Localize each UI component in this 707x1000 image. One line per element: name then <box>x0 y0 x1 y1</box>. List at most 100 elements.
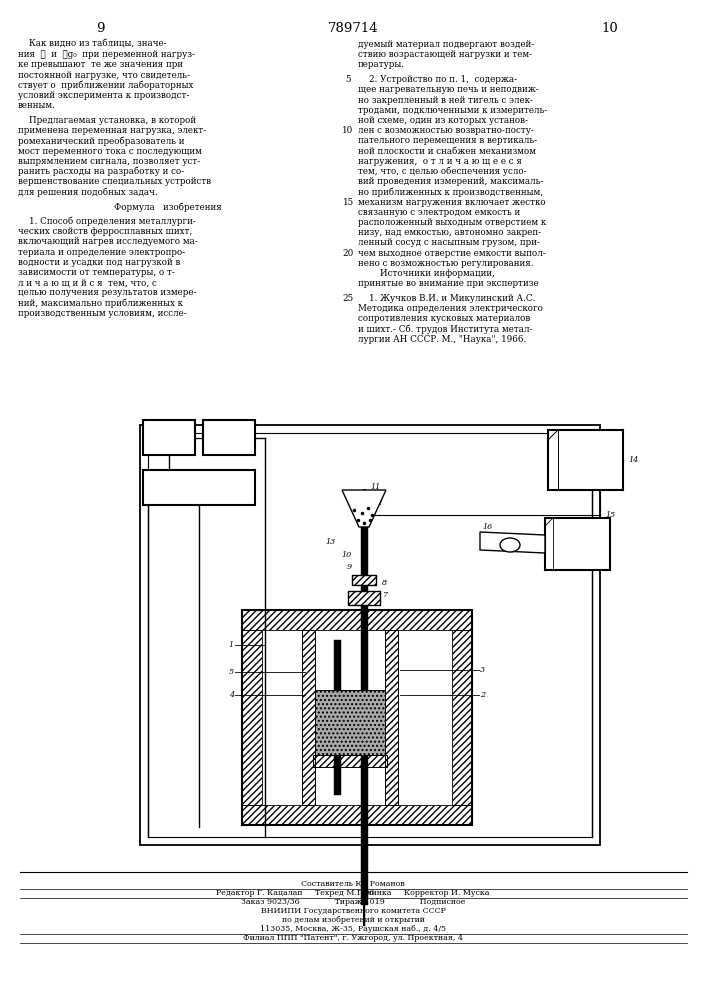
Text: 16: 16 <box>482 523 492 531</box>
Text: тродами, подключенными к измеритель-: тродами, подключенными к измеритель- <box>358 106 547 115</box>
Bar <box>348 591 380 605</box>
Text: постоянной нагрузке, что свидетель-: постоянной нагрузке, что свидетель- <box>18 71 190 80</box>
Text: ранить расходы на разработку и со-: ранить расходы на разработку и со- <box>18 167 185 176</box>
Text: 9: 9 <box>95 22 104 35</box>
Text: териала и определение электропро-: териала и определение электропро- <box>18 248 185 257</box>
Text: Методика определения электрического: Методика определения электрического <box>358 304 543 313</box>
Text: нено с возможностью регулирования.: нено с возможностью регулирования. <box>358 259 534 268</box>
Polygon shape <box>342 490 386 527</box>
Text: целью получения результатов измере-: целью получения результатов измере- <box>18 288 197 297</box>
Text: но приближенных к производственным,: но приближенных к производственным, <box>358 187 543 197</box>
Bar <box>315 690 385 755</box>
Text: 12: 12 <box>372 499 382 507</box>
Bar <box>385 630 398 805</box>
Bar <box>242 630 262 805</box>
Text: по делам изобретений и открытий: по делам изобретений и открытий <box>281 916 424 924</box>
Text: щее нагревательную печь и неподвиж-: щее нагревательную печь и неподвиж- <box>358 85 539 94</box>
Bar <box>148 433 592 837</box>
Text: ленный сосуд с насыпным грузом, при-: ленный сосуд с насыпным грузом, при- <box>358 238 540 247</box>
Bar <box>545 518 610 570</box>
Text: производственным условиям, иссле-: производственным условиям, иссле- <box>18 309 187 318</box>
Text: ствует о  приближении лабораторных: ствует о приближении лабораторных <box>18 81 194 90</box>
Text: 20: 20 <box>342 249 354 258</box>
Text: связанную с электродом емкость и: связанную с электродом емкость и <box>358 208 520 217</box>
Bar <box>361 510 368 905</box>
Bar <box>548 430 623 490</box>
Text: Составитель Ю. Романов: Составитель Ю. Романов <box>301 880 405 888</box>
Text: зависимости от температуры, о т-: зависимости от температуры, о т- <box>18 268 175 277</box>
Bar <box>352 575 376 585</box>
Text: 10: 10 <box>602 22 619 35</box>
Text: условий эксперимента к производст-: условий эксперимента к производст- <box>18 91 189 100</box>
Text: 25: 25 <box>342 294 354 303</box>
Text: лен с возможностью возвратно-посту-: лен с возможностью возвратно-посту- <box>358 126 534 135</box>
Text: тем, что, с целью обеспечения усло-: тем, что, с целью обеспечения усло- <box>358 167 527 176</box>
Text: 1: 1 <box>229 641 234 649</box>
Text: механизм нагружения включает жестко: механизм нагружения включает жестко <box>358 198 546 207</box>
Text: водности и усадки под нагрузкой в: водности и усадки под нагрузкой в <box>18 258 180 267</box>
Bar <box>242 805 472 825</box>
Text: расположенный выходным отверстием к: расположенный выходным отверстием к <box>358 218 547 227</box>
Text: сопротивления кусковых материалов: сопротивления кусковых материалов <box>358 314 530 323</box>
Bar <box>140 425 600 845</box>
Bar <box>334 640 341 795</box>
Text: ной схеме, один из которых установ-: ной схеме, один из которых установ- <box>358 116 528 125</box>
Text: нагружения,  о т л и ч а ю щ е е с я: нагружения, о т л и ч а ю щ е е с я <box>358 157 522 166</box>
Text: 15: 15 <box>342 198 354 207</box>
Text: 789714: 789714 <box>327 22 378 35</box>
Text: мост переменного тока с последующим: мост переменного тока с последующим <box>18 147 202 156</box>
Text: включающий нагрев исследуемого ма-: включающий нагрев исследуемого ма- <box>18 237 198 246</box>
Text: Заказ 9023/36              Тираж 1019              Подписное: Заказ 9023/36 Тираж 1019 Подписное <box>241 898 465 906</box>
Text: пательного перемещения в вертикаль-: пательного перемещения в вертикаль- <box>358 136 537 145</box>
Text: 18: 18 <box>163 433 175 442</box>
Text: 8: 8 <box>382 579 387 587</box>
Text: ческих свойств ферросплавных шихт,: ческих свойств ферросплавных шихт, <box>18 227 192 236</box>
Text: ВНИИПИ Государственного комитета СССР: ВНИИПИ Государственного комитета СССР <box>261 907 445 915</box>
Text: 9: 9 <box>347 563 352 571</box>
Bar <box>302 630 315 805</box>
Text: 10: 10 <box>342 126 354 135</box>
Bar <box>452 630 472 805</box>
Text: применена переменная нагрузка, элект-: применена переменная нагрузка, элект- <box>18 126 206 135</box>
Text: Филиал ППП "Патент", г. Ужгород, ул. Проектная, 4: Филиал ППП "Патент", г. Ужгород, ул. Про… <box>243 934 463 942</box>
Text: пературы.: пературы. <box>358 60 405 69</box>
Bar <box>242 610 472 825</box>
Bar <box>143 420 195 455</box>
Text: л и ч а ю щ и й с я  тем, что, с: л и ч а ю щ и й с я тем, что, с <box>18 278 157 287</box>
Text: 6: 6 <box>369 889 374 897</box>
Text: ния  ℓ  и  ℓg₀  при переменной нагруз-: ния ℓ и ℓg₀ при переменной нагруз- <box>18 50 195 59</box>
Text: лургии АН СССР. М., "Наука", 1966.: лургии АН СССР. М., "Наука", 1966. <box>358 335 526 344</box>
Text: но закрепленный в ней тигель с элек-: но закрепленный в ней тигель с элек- <box>358 96 533 105</box>
Text: 10: 10 <box>341 551 352 559</box>
Text: для решения подобных задач.: для решения подобных задач. <box>18 187 158 197</box>
Bar <box>348 591 380 605</box>
Text: 5: 5 <box>229 668 234 676</box>
Text: ромеханический преобразователь и: ромеханический преобразователь и <box>18 136 185 146</box>
Polygon shape <box>480 532 545 553</box>
Bar <box>352 575 376 585</box>
Text: 3: 3 <box>480 666 485 674</box>
Bar <box>313 755 387 767</box>
Text: ствию возрастающей нагрузки и тем-: ствию возрастающей нагрузки и тем- <box>358 50 532 59</box>
Text: ний, максимально приближенных к: ний, максимально приближенных к <box>18 299 183 308</box>
Text: 2. Устройство по п. 1,  содержа-: 2. Устройство по п. 1, содержа- <box>358 75 517 84</box>
Ellipse shape <box>500 538 520 552</box>
Text: вершенствование специальных устройств: вершенствование специальных устройств <box>18 177 211 186</box>
Bar <box>143 470 255 505</box>
Text: Как видно из таблицы, значе-: Как видно из таблицы, значе- <box>18 40 167 49</box>
Text: Предлагаемая установка, в которой: Предлагаемая установка, в которой <box>18 116 196 125</box>
Text: 17: 17 <box>193 483 205 492</box>
Text: 5: 5 <box>345 75 351 84</box>
Text: Редактор Г. Кацалап     Техред М.Голинка     Корректор И. Муска: Редактор Г. Кацалап Техред М.Голинка Кор… <box>216 889 490 897</box>
Text: 4: 4 <box>229 691 234 699</box>
Text: Формула   изобретения: Формула изобретения <box>114 202 222 212</box>
Text: низу, над емкостью, автономно закреп-: низу, над емкостью, автономно закреп- <box>358 228 541 237</box>
Text: и шихт.- Сб. трудов Института метал-: и шихт.- Сб. трудов Института метал- <box>358 325 532 334</box>
Text: 113035, Москва, Ж-35, Раушская наб., д. 4/5: 113035, Москва, Ж-35, Раушская наб., д. … <box>260 925 446 933</box>
Text: выпрямлением сигнала, позволяет уст-: выпрямлением сигнала, позволяет уст- <box>18 157 200 166</box>
Text: 14: 14 <box>628 456 638 464</box>
Text: Источники информации,: Источники информации, <box>358 269 495 278</box>
Text: 2: 2 <box>480 691 485 699</box>
Text: 15: 15 <box>605 511 615 519</box>
Text: чем выходное отверстие емкости выпол-: чем выходное отверстие емкости выпол- <box>358 249 546 258</box>
